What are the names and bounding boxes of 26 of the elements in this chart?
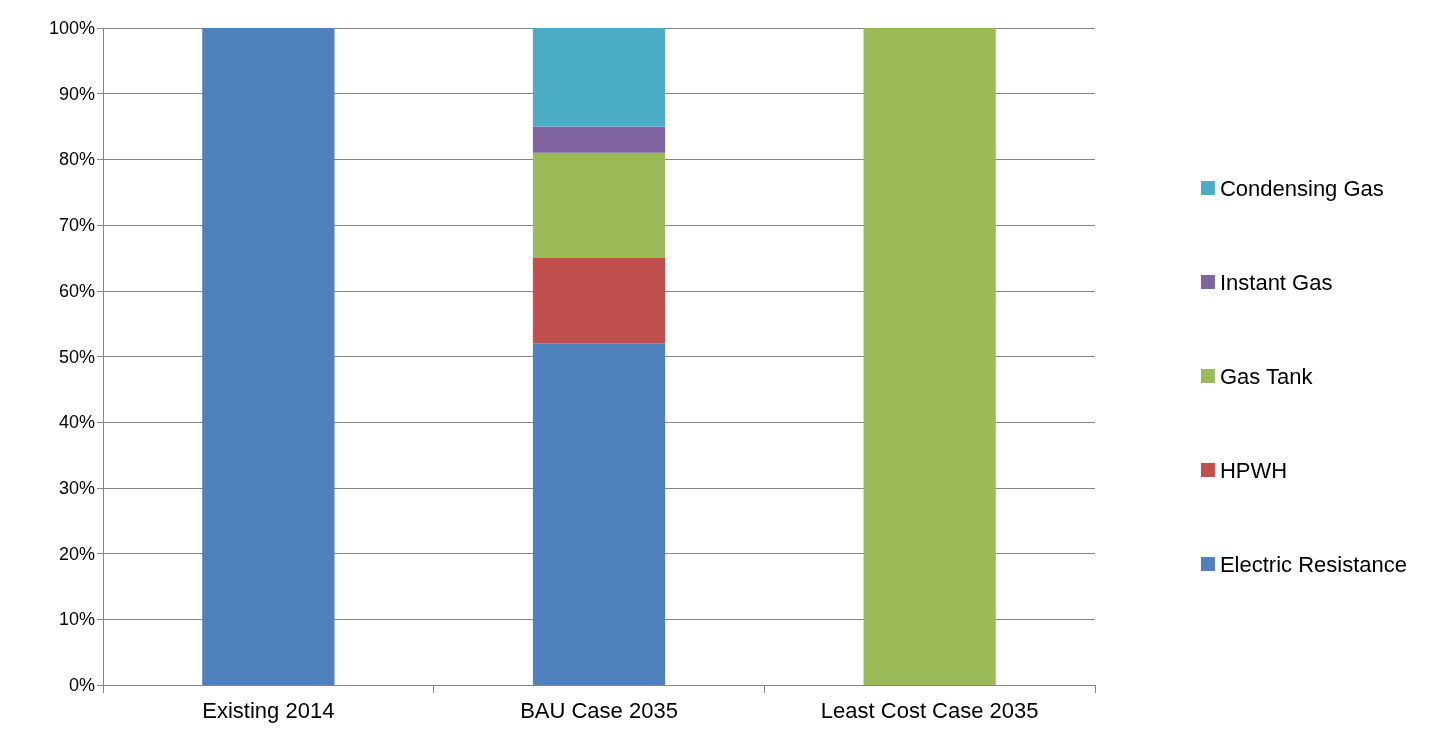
bar [532,28,666,127]
y-tick-label: 80% [58,149,95,170]
y-tick-label: 70% [58,215,95,236]
bar [202,28,335,685]
legend-label: Gas Tank [1219,363,1314,389]
y-tick-label: 40% [58,412,95,433]
y-tick-label: 60% [58,280,95,301]
x-tick-label: Existing 2014 [202,697,335,723]
legend-label: Instant Gas [1219,269,1333,295]
y-tick-label: 100% [48,18,95,38]
y-tick-label: 90% [58,83,95,104]
x-tick-label: BAU Case 2035 [520,697,678,723]
legend-label: Condensing Gas [1219,175,1384,201]
y-tick-label: 0% [68,675,95,695]
y-tick-label: 10% [58,609,95,630]
bar [532,152,666,258]
bar [863,28,996,685]
y-tick-label: 30% [58,477,95,498]
legend-label: Electric Resistance [1219,551,1408,577]
bar [532,257,666,344]
x-tick-label: Least Cost Case 2035 [820,697,1039,723]
y-tick-label: 20% [58,543,95,564]
y-tick-label: 50% [58,346,95,367]
legend-label: HPWH [1219,457,1288,483]
bar [532,126,666,153]
bar [532,343,666,685]
